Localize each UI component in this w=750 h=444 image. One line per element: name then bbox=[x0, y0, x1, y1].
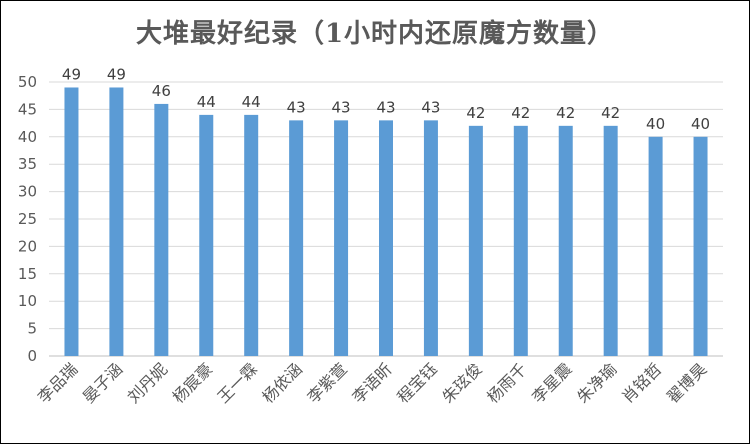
x-tick-label: 杨依涵 bbox=[259, 359, 306, 406]
y-tick-label: 35 bbox=[18, 155, 37, 173]
y-tick-label: 0 bbox=[27, 347, 37, 365]
y-tick-label: 30 bbox=[18, 183, 37, 201]
y-tick-label: 5 bbox=[27, 320, 37, 338]
x-tick-label: 程宝钰 bbox=[393, 359, 440, 406]
bar bbox=[334, 120, 349, 356]
bar bbox=[154, 103, 169, 356]
x-tick-label: 王一霖 bbox=[214, 359, 261, 406]
bar bbox=[648, 136, 663, 356]
x-tick-label: 肖铭哲 bbox=[618, 359, 665, 406]
bar bbox=[64, 87, 79, 356]
bar bbox=[199, 114, 214, 356]
y-tick-label: 25 bbox=[18, 210, 37, 228]
x-tick-label: 刘丹妮 bbox=[124, 359, 171, 406]
x-tick-label: 李星震 bbox=[528, 359, 575, 406]
data-label: 49 bbox=[62, 65, 81, 83]
bar bbox=[513, 125, 528, 356]
bar bbox=[109, 87, 124, 356]
y-tick-label: 40 bbox=[18, 128, 37, 146]
bar bbox=[379, 120, 393, 356]
bars bbox=[64, 87, 708, 356]
bar bbox=[558, 125, 573, 356]
data-label: 42 bbox=[466, 104, 485, 122]
x-tick-label: 李品瑞 bbox=[34, 359, 81, 406]
y-tick-label: 50 bbox=[18, 73, 37, 91]
bar bbox=[423, 120, 438, 356]
x-tick-label: 晏子涵 bbox=[79, 359, 126, 406]
x-tick-label: 杨雨千 bbox=[483, 359, 530, 406]
bar bbox=[289, 120, 304, 356]
x-tick-label: 朱玹俊 bbox=[438, 359, 485, 406]
data-label: 44 bbox=[242, 93, 261, 111]
x-tick-label: 李紫萱 bbox=[304, 359, 351, 406]
bar bbox=[468, 125, 483, 356]
data-label: 40 bbox=[691, 115, 710, 133]
data-label: 42 bbox=[556, 104, 575, 122]
x-tick-label: 杨宸豪 bbox=[169, 359, 216, 406]
data-label: 44 bbox=[197, 93, 216, 111]
data-label: 43 bbox=[287, 98, 306, 116]
data-labels: 49 49 46 44 44 43 43 43 43 42 42 42 42 40 40 bbox=[62, 65, 710, 132]
chart-title: 大堆最好纪录（1小时内还原魔方数量） bbox=[135, 19, 615, 49]
data-label: 42 bbox=[601, 104, 620, 122]
data-label: 40 bbox=[646, 115, 665, 133]
data-label: 49 bbox=[107, 65, 126, 83]
data-label: 43 bbox=[332, 98, 351, 116]
y-tick-label: 15 bbox=[18, 265, 37, 283]
y-tick-label: 20 bbox=[18, 237, 37, 255]
y-tick-label: 45 bbox=[18, 100, 37, 118]
bar bbox=[244, 114, 259, 356]
data-label: 42 bbox=[511, 104, 530, 122]
bar bbox=[693, 136, 708, 356]
data-label: 43 bbox=[421, 98, 440, 116]
x-axis-ticks: 李品瑞晏子涵刘丹妮杨宸豪王一霖杨依涵李紫萱李语昕程宝钰朱玹俊杨雨千李星震朱净瑜肖… bbox=[34, 359, 710, 406]
y-axis-ticks: 0 5 10 15 20 25 30 35 40 45 50 bbox=[18, 73, 37, 365]
data-label: 46 bbox=[152, 82, 171, 100]
x-tick-label: 翟博昊 bbox=[663, 359, 710, 406]
bar bbox=[603, 125, 618, 356]
x-tick-label: 李语昕 bbox=[348, 359, 395, 406]
y-tick-label: 10 bbox=[18, 292, 37, 310]
data-label: 43 bbox=[376, 98, 395, 116]
x-tick-label: 朱净瑜 bbox=[573, 359, 620, 406]
